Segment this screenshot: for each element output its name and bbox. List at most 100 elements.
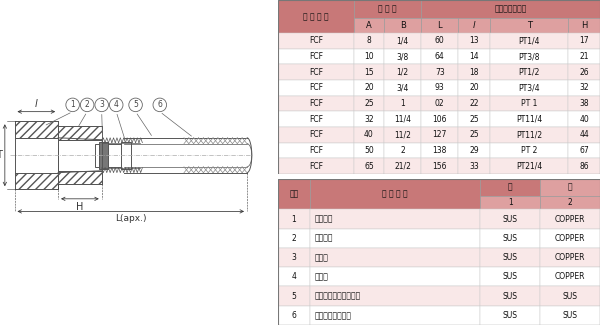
Bar	[354, 111, 384, 127]
Text: T: T	[527, 21, 532, 30]
Bar	[540, 306, 600, 325]
Text: 21/2: 21/2	[394, 162, 411, 171]
Bar	[278, 111, 354, 127]
Text: 5: 5	[292, 292, 296, 301]
Text: 1: 1	[70, 100, 75, 110]
Text: PT1/2: PT1/2	[518, 68, 540, 77]
Text: 4: 4	[114, 100, 119, 110]
Text: PT11/4: PT11/4	[516, 115, 542, 124]
Bar	[310, 248, 480, 267]
Text: 15: 15	[364, 68, 374, 77]
Bar	[278, 158, 354, 174]
Text: T: T	[0, 150, 2, 160]
Bar	[458, 49, 490, 64]
Bar	[490, 80, 568, 96]
Text: 44: 44	[579, 130, 589, 139]
Text: FCF: FCF	[309, 115, 323, 124]
Text: 86: 86	[579, 162, 589, 171]
Text: 26: 26	[579, 68, 589, 77]
Bar	[568, 18, 600, 33]
Text: PT3/4: PT3/4	[518, 83, 540, 92]
Text: 3: 3	[292, 253, 296, 262]
Bar	[480, 209, 540, 229]
Bar	[568, 96, 600, 111]
Bar	[480, 196, 540, 209]
Bar	[458, 80, 490, 96]
Text: A: A	[366, 21, 372, 30]
Bar	[278, 96, 354, 111]
Text: 11/4: 11/4	[394, 115, 411, 124]
Text: 20: 20	[469, 83, 479, 92]
Text: 29: 29	[469, 146, 479, 155]
Text: SUS: SUS	[503, 253, 518, 262]
Bar	[568, 143, 600, 158]
Bar	[480, 229, 540, 248]
Bar	[540, 267, 600, 287]
Text: FCF: FCF	[309, 162, 323, 171]
Text: 32: 32	[364, 115, 374, 124]
Text: 13: 13	[469, 36, 479, 46]
Text: 50: 50	[364, 146, 374, 155]
Bar	[458, 96, 490, 111]
Bar	[458, 127, 490, 143]
Text: 18: 18	[470, 68, 479, 77]
Polygon shape	[14, 173, 58, 189]
Bar	[278, 306, 310, 325]
Bar	[421, 143, 458, 158]
Bar	[278, 229, 310, 248]
Text: 2: 2	[568, 198, 572, 207]
Bar	[384, 33, 421, 49]
Text: PT11/2: PT11/2	[516, 130, 542, 139]
Text: 60: 60	[435, 36, 445, 46]
Text: SUS: SUS	[563, 311, 578, 320]
Text: FCF: FCF	[309, 52, 323, 61]
Bar	[99, 142, 109, 169]
Text: 73: 73	[435, 68, 445, 77]
Bar	[354, 80, 384, 96]
Bar	[568, 111, 600, 127]
Text: 25: 25	[469, 130, 479, 139]
Bar	[421, 18, 458, 33]
Text: 芯　金: 芯 金	[315, 253, 329, 262]
Bar	[490, 143, 568, 158]
Text: 25: 25	[364, 99, 374, 108]
Bar	[421, 64, 458, 80]
Text: 袋ナット: 袋ナット	[315, 234, 334, 243]
Bar	[568, 158, 600, 174]
Bar	[490, 96, 568, 111]
Bar	[384, 143, 421, 158]
Text: 5: 5	[133, 100, 138, 110]
Bar	[421, 80, 458, 96]
Text: フレキシブルチューブ: フレキシブルチューブ	[315, 292, 361, 301]
Text: COPPER: COPPER	[555, 214, 585, 224]
Text: 6: 6	[292, 311, 296, 320]
Text: 33: 33	[469, 162, 479, 171]
Bar	[568, 80, 600, 96]
Bar	[278, 0, 354, 33]
Bar	[540, 209, 600, 229]
Text: 6: 6	[157, 100, 162, 110]
Text: COPPER: COPPER	[555, 234, 585, 243]
Bar	[354, 18, 384, 33]
Text: FCF: FCF	[309, 68, 323, 77]
Bar	[421, 0, 600, 18]
Bar	[384, 18, 421, 33]
Polygon shape	[14, 121, 58, 138]
Text: H: H	[581, 21, 587, 30]
Bar	[384, 158, 421, 174]
Text: 材: 材	[508, 183, 512, 192]
Bar	[384, 80, 421, 96]
Text: PT21/4: PT21/4	[516, 162, 542, 171]
Bar	[458, 158, 490, 174]
Text: 型 式 番 号: 型 式 番 号	[303, 12, 329, 21]
Bar	[568, 127, 600, 143]
Text: FCF: FCF	[309, 36, 323, 46]
Polygon shape	[58, 171, 101, 184]
Bar	[354, 96, 384, 111]
Text: 11/2: 11/2	[394, 130, 411, 139]
Bar	[354, 33, 384, 49]
Text: l: l	[473, 21, 476, 30]
Bar	[540, 196, 600, 209]
Text: 符号: 符号	[289, 189, 299, 199]
Bar	[384, 127, 421, 143]
